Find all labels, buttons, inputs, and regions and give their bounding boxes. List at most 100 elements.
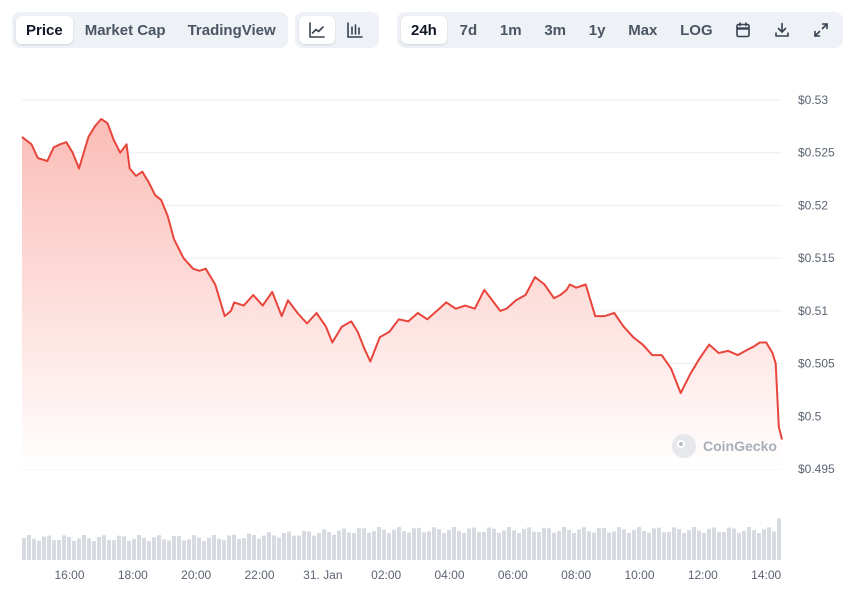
volume-bar — [417, 527, 421, 560]
volume-bar — [617, 527, 621, 560]
volume-bar — [547, 528, 551, 560]
download-button[interactable] — [764, 16, 800, 44]
volume-bar — [357, 528, 361, 560]
volume-bar — [87, 538, 91, 560]
range-1m[interactable]: 1m — [499, 21, 522, 39]
volume-bar — [232, 534, 236, 560]
volume-bar — [582, 527, 586, 560]
volume-bar — [497, 532, 501, 560]
volume-bar — [37, 540, 41, 560]
volume-bar — [727, 527, 731, 560]
price-line — [21, 118, 783, 440]
volume-bar — [177, 536, 181, 560]
volume-bar — [542, 527, 546, 560]
volume-bar — [202, 540, 206, 560]
volume-bar — [297, 535, 301, 560]
volume-bar — [367, 532, 371, 560]
volume-bar — [697, 530, 701, 560]
volume-bar — [717, 531, 721, 560]
volume-bar — [127, 540, 131, 560]
volume-bar — [592, 532, 596, 560]
volume-bar — [242, 538, 246, 560]
volume-bar — [762, 529, 766, 560]
volume-bar — [637, 527, 641, 560]
volume-bar — [262, 535, 266, 560]
volume-bar — [407, 532, 411, 560]
volume-bar — [532, 531, 536, 560]
calendar-button[interactable] — [725, 16, 761, 44]
volume-bar — [527, 527, 531, 560]
line-chart-button[interactable] — [299, 16, 335, 44]
y-tick-label: $0.515 — [798, 251, 835, 265]
volume-bar — [252, 534, 256, 560]
volume-bar — [647, 532, 651, 560]
volume-bar — [222, 540, 226, 560]
volume-bar — [277, 537, 281, 560]
tab-price[interactable]: Price — [16, 16, 73, 44]
volume-bar — [102, 535, 106, 560]
x-tick-label: 04:00 — [434, 568, 464, 582]
volume-bar — [482, 531, 486, 560]
chart-style-group — [295, 12, 379, 48]
volume-bar — [652, 528, 656, 560]
volume-bar — [217, 538, 221, 560]
download-icon — [775, 22, 789, 37]
log-scale-toggle[interactable]: LOG — [680, 21, 713, 39]
volume-bar — [552, 532, 556, 560]
volume-bar — [92, 540, 96, 560]
fullscreen-button[interactable] — [803, 16, 839, 44]
volume-bar — [167, 540, 171, 560]
x-tick-label: 22:00 — [244, 568, 274, 582]
y-tick-label: $0.5 — [798, 409, 822, 423]
y-tick-label: $0.495 — [798, 462, 835, 476]
x-tick-label: 12:00 — [688, 568, 718, 582]
x-tick-label: 16:00 — [54, 568, 84, 582]
volume-bar — [447, 530, 451, 560]
volume-bar — [322, 529, 326, 560]
volume-bar — [522, 528, 526, 560]
volume-bar — [622, 529, 626, 560]
view-tabs: Price Market Cap TradingView — [12, 12, 288, 48]
volume-bar — [117, 535, 121, 560]
volume-bar — [337, 530, 341, 560]
volume-bar — [702, 532, 706, 560]
x-tick-label: 06:00 — [498, 568, 528, 582]
range-7d[interactable]: 7d — [459, 21, 478, 39]
volume-bar — [342, 528, 346, 560]
volume-bar — [157, 535, 161, 560]
volume-bar — [237, 538, 241, 560]
volume-bar — [162, 539, 166, 560]
volume-bar — [657, 527, 661, 560]
volume-bar — [132, 538, 136, 560]
bar-chart-button[interactable] — [337, 16, 373, 44]
coingecko-watermark: CoinGecko — [672, 434, 777, 458]
range-3m[interactable]: 3m — [544, 21, 566, 39]
volume-bar — [662, 532, 666, 560]
volume-bar — [477, 532, 481, 560]
volume-bar — [47, 535, 51, 560]
range-24h[interactable]: 24h — [401, 16, 447, 44]
tab-market-cap[interactable]: Market Cap — [84, 21, 166, 39]
volume-bar — [62, 535, 66, 560]
range-1y[interactable]: 1y — [588, 21, 606, 39]
volume-bar — [352, 532, 356, 560]
volume-bar — [557, 530, 561, 560]
volume-bar — [502, 530, 506, 560]
volume-bar — [212, 535, 216, 560]
calendar-icon — [736, 22, 751, 38]
volume-bar — [732, 528, 736, 560]
tab-tradingview[interactable]: TradingView — [187, 21, 276, 39]
volume-bar — [687, 530, 691, 560]
volume-bar — [32, 538, 36, 560]
volume-bar — [247, 533, 251, 560]
volume-bar — [362, 528, 366, 560]
volume-bar — [27, 535, 31, 560]
range-max[interactable]: Max — [628, 21, 658, 39]
volume-bar — [122, 536, 126, 560]
volume-bar — [767, 527, 771, 560]
volume-bar — [672, 527, 676, 560]
volume-bar — [327, 532, 331, 560]
y-tick-label: $0.51 — [798, 304, 828, 318]
volume-bar — [272, 535, 276, 560]
